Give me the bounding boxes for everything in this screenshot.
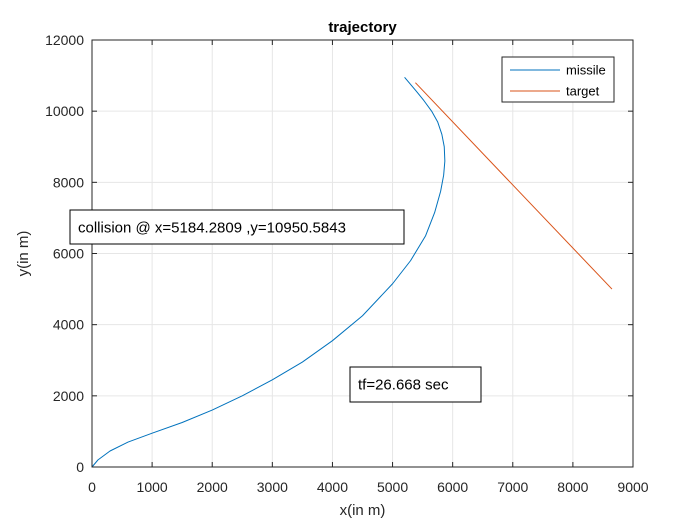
x-tick-label: 2000 <box>197 479 228 495</box>
axes <box>91 39 634 468</box>
y-tick-label: 0 <box>76 459 84 475</box>
y-tick-label: 12000 <box>45 32 84 48</box>
tick-labels: 0 1000 2000 3000 4000 5000 6000 7000 8000 9000 0 20… <box>45 32 649 495</box>
annotation-tf-text: tf=26.668 sec <box>358 377 449 394</box>
legend-box <box>501 56 615 103</box>
y-tick-label: 2000 <box>53 388 84 404</box>
y-tick-label: 6000 <box>53 246 84 262</box>
annotation-tf: tf=26.668 sec <box>349 366 482 403</box>
x-axis-label: x(in m) <box>340 502 386 519</box>
annotation-collision-text: collision @ x=5184.2809 ,y=10950.5843 <box>78 220 346 237</box>
x-tick-label: 6000 <box>437 479 468 495</box>
y-tick-label: 4000 <box>53 317 84 333</box>
series-line-target <box>415 82 613 290</box>
annotation-collision: collision @ x=5184.2809 ,y=10950.5843 <box>69 209 405 245</box>
x-tick-label: 3000 <box>257 479 288 495</box>
legend-entry-target: target <box>566 84 600 99</box>
x-tick-label: 8000 <box>557 479 588 495</box>
y-tick-label: 10000 <box>45 103 84 119</box>
legend: missile target <box>501 56 615 103</box>
annotation-tf-box <box>349 366 482 403</box>
y-axis-label: y(in m) <box>15 231 32 277</box>
y-tick-label: 8000 <box>53 174 84 190</box>
series-lines <box>91 77 613 468</box>
x-tick-label: 7000 <box>497 479 528 495</box>
x-tick-label: 1000 <box>137 479 168 495</box>
x-tick-label: 4000 <box>317 479 348 495</box>
x-tick-label: 0 <box>88 479 96 495</box>
annotation-collision-box <box>69 209 405 245</box>
legend-entry-missile: missile <box>566 63 606 78</box>
x-tick-label: 9000 <box>617 479 648 495</box>
x-tick-label: 5000 <box>377 479 408 495</box>
series-line-missile <box>91 77 446 468</box>
chart-title: trajectory <box>328 19 397 36</box>
